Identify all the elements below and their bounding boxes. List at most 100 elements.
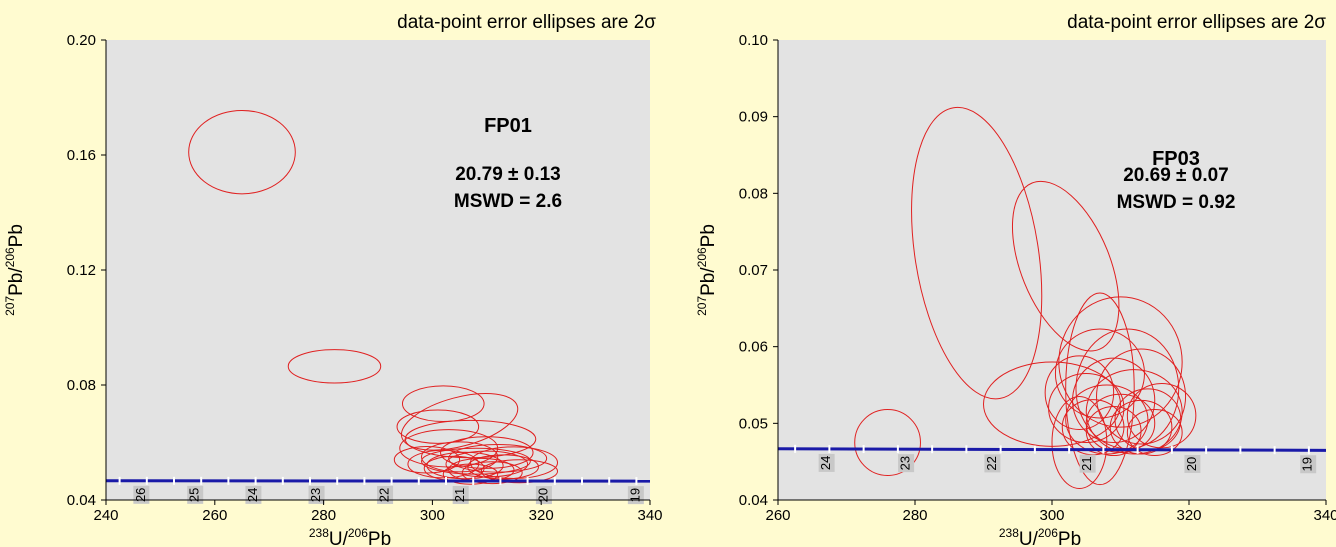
age-marker-bg — [1184, 454, 1201, 473]
error-ellipse — [1085, 369, 1183, 455]
age-marker-label: 22 — [377, 488, 392, 502]
x-tick-label: 280 — [311, 507, 336, 524]
age-marker-bg — [898, 454, 915, 473]
error-ellipse — [1011, 180, 1120, 352]
age-marker-label: 24 — [245, 488, 260, 502]
age-marker-bg — [308, 485, 325, 504]
y-tick-label: 0.16 — [67, 147, 96, 164]
error-ellipse — [1065, 292, 1135, 486]
y-tick-label: 0.04 — [67, 492, 96, 509]
concordia-line — [777, 447, 1327, 452]
y-ticks: 0.04 0.08 0.12 0.16 0.20 — [67, 32, 106, 509]
y-label-sup: 207 — [695, 296, 709, 316]
error-ellipse — [396, 409, 480, 444]
error-ellipse — [426, 451, 504, 480]
x-tick-label: 320 — [529, 507, 554, 524]
error-ellipse-note: data-point error ellipses are 2σ — [397, 12, 656, 33]
sample-label: FP03 — [1152, 148, 1200, 170]
age-marker-bg — [1300, 455, 1317, 474]
x-tick-label: 280 — [902, 507, 927, 524]
age-marker-label: 23 — [308, 488, 323, 502]
y-label-main: Pb/ — [6, 267, 27, 296]
x-tick-label: 320 — [1176, 507, 1201, 524]
age-label: 20.69 ± 0.07 — [1123, 165, 1229, 186]
x-ticks: 240 260 280 300 320 340 — [93, 500, 663, 524]
x-axis-label: 238U/206Pb — [999, 526, 1081, 547]
y-axis-label: 207Pb/206Pb — [3, 224, 27, 316]
y-ticks: 0.04 0.05 0.06 0.07 0.08 0.09 0.10 — [739, 32, 778, 509]
age-marker-bg — [1079, 454, 1096, 473]
concordia-curve: 24 23 22 21 20 19 — [777, 444, 1327, 474]
error-ellipse — [911, 106, 1043, 400]
age-marker-bg — [377, 485, 394, 504]
x-tick-label: 300 — [420, 507, 445, 524]
age-marker-label: 19 — [627, 488, 642, 502]
error-ellipse — [1051, 396, 1108, 489]
y-tick-label: 0.09 — [739, 109, 768, 126]
error-ellipse — [287, 349, 382, 384]
age-marker-label: 20 — [535, 488, 550, 502]
y-tick-label: 0.05 — [739, 415, 768, 432]
x-label-tail: Pb — [1058, 529, 1081, 547]
error-ellipse — [440, 436, 534, 469]
age-marker-label: 25 — [187, 488, 202, 502]
age-marker-bg — [133, 485, 150, 504]
error-ellipse-group — [188, 109, 559, 485]
x-label-sup: 238 — [999, 526, 1019, 540]
concordia-curve: 26 25 24 23 22 21 20 19 — [105, 476, 651, 505]
mswd-label: MSWD = 0.92 — [1117, 192, 1236, 213]
y-tick-label: 0.06 — [739, 339, 768, 356]
plot-area — [106, 40, 650, 500]
y-tick-label: 0.20 — [67, 32, 96, 49]
mswd-label: MSWD = 2.6 — [454, 191, 562, 212]
error-ellipse — [421, 441, 499, 473]
error-ellipse — [1058, 296, 1183, 428]
error-ellipse — [188, 109, 296, 195]
y-tick-label: 0.10 — [739, 32, 768, 49]
error-ellipse — [400, 393, 519, 451]
error-ellipse — [1085, 405, 1142, 457]
error-ellipse — [1085, 393, 1156, 453]
error-ellipse-note: data-point error ellipses are 2σ — [1067, 12, 1326, 33]
age-marker-label: 21 — [1079, 456, 1094, 470]
y-tick-label: 0.07 — [739, 262, 768, 279]
error-ellipse — [854, 409, 921, 476]
y-label-main: Pb/ — [698, 267, 719, 296]
y-label-tail: Pb — [698, 224, 719, 247]
age-label: 20.79 ± 0.13 — [455, 164, 561, 185]
x-label-tail: Pb — [368, 529, 391, 547]
x-label-main: U/ — [1019, 529, 1039, 547]
error-ellipse — [1096, 348, 1187, 445]
age-marker-label: 24 — [818, 456, 833, 470]
plot-area — [778, 40, 1326, 500]
x-tick-label: 340 — [637, 507, 662, 524]
y-label-sup: 207 — [3, 296, 17, 316]
age-marker-label: 22 — [984, 456, 999, 470]
chart-panel-fp01: data-point error ellipses are 2σ 26 25 24 2… — [3, 12, 663, 547]
age-marker-bg — [984, 454, 1001, 473]
x-axis-label: 238U/206Pb — [309, 526, 391, 547]
age-marker-label: 21 — [452, 488, 467, 502]
age-marker-label: 26 — [133, 488, 148, 502]
y-tick-label: 0.04 — [739, 492, 768, 509]
error-ellipse — [480, 459, 559, 484]
x-tick-label: 260 — [202, 507, 227, 524]
age-marker-bg — [818, 453, 835, 472]
age-marker-label: 20 — [1184, 457, 1199, 471]
age-marker-bg — [245, 485, 262, 504]
y-axis-label: 207Pb/206Pb — [695, 224, 719, 316]
x-tick-label: 260 — [765, 507, 790, 524]
y-label-sup2: 206 — [3, 247, 17, 267]
age-marker-label: 19 — [1300, 457, 1315, 471]
x-label-sup2: 206 — [1038, 526, 1058, 540]
age-marker-label: 23 — [898, 456, 913, 470]
y-tick-label: 0.08 — [739, 185, 768, 202]
x-ticks: 260 280 300 320 340 — [765, 500, 1336, 524]
y-tick-label: 0.12 — [67, 262, 96, 279]
y-label-sup2: 206 — [695, 247, 709, 267]
y-label-tail: Pb — [6, 224, 27, 247]
error-ellipse — [442, 463, 499, 485]
x-label-sup2: 206 — [348, 526, 368, 540]
error-ellipse — [1126, 409, 1183, 457]
